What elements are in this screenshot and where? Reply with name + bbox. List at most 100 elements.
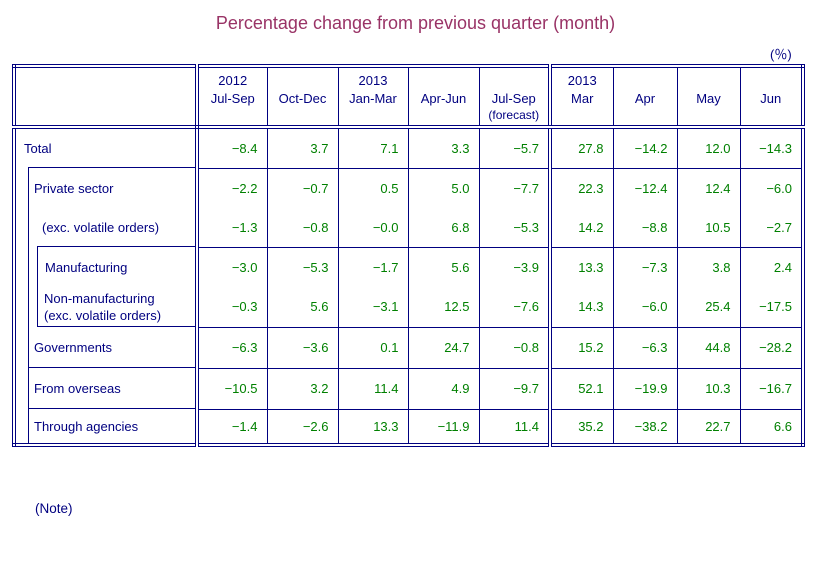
value-cell: 13.3 [548, 247, 613, 287]
header-year [614, 72, 677, 90]
column-header: Apr [612, 66, 677, 129]
value-cell: 3.3 [407, 127, 479, 169]
notes-heading: (Note) [35, 501, 73, 516]
table-row-through-agencies: Through agencies −1.4 −2.6 13.3 −11.9 11… [14, 409, 803, 445]
table-row-governments: Governments −6.3 −3.6 0.1 24.7 −0.8 15.2… [14, 327, 803, 369]
column-header: 2013 Mar [548, 66, 613, 129]
value-cell: −9.7 [478, 368, 550, 410]
value-cell: 22.7 [676, 409, 740, 445]
value-cell: 14.2 [548, 208, 613, 248]
value-cell: 10.3 [676, 368, 740, 410]
value-cell: −16.7 [739, 368, 803, 410]
value-cell: −3.0 [196, 247, 267, 287]
header-sub [614, 108, 677, 123]
value-cell: 13.3 [337, 409, 408, 445]
value-cell: 4.9 [407, 368, 479, 410]
value-cell: 10.5 [676, 208, 740, 248]
value-cell: −2.2 [196, 168, 267, 208]
row-label: Non-manufacturing (exc. volatile orders) [14, 287, 199, 327]
value-cell: −3.1 [337, 287, 408, 328]
value-cell: −0.3 [196, 287, 267, 328]
unit-label: (％) [770, 47, 792, 62]
value-cell: 24.7 [407, 327, 479, 369]
row-label: Through agencies [14, 409, 199, 445]
value-cell: 6.6 [739, 409, 803, 445]
column-header: Jun [739, 66, 803, 129]
value-cell: 5.6 [266, 287, 338, 328]
value-cell: −3.9 [478, 247, 550, 287]
table-row-total: Total −8.4 3.7 7.1 3.3 −5.7 27.8 −14.2 1… [14, 127, 803, 169]
value-cell: −0.0 [337, 208, 408, 248]
value-cell: −1.7 [337, 247, 408, 287]
header-period: Mar [571, 91, 594, 106]
value-cell: −0.8 [478, 327, 550, 369]
value-cell: −6.0 [612, 287, 677, 328]
header-sub [268, 108, 338, 123]
header-period: Apr-Jun [420, 91, 467, 106]
value-cell: −8.8 [612, 208, 677, 248]
value-cell: 3.8 [676, 247, 740, 287]
header-sub [199, 108, 267, 123]
header-period: Jan-Mar [349, 91, 397, 106]
header-period: Jun [760, 91, 782, 106]
table-row-from-overseas: From overseas −10.5 3.2 11.4 4.9 −9.7 52… [14, 368, 803, 410]
header-sub [678, 108, 740, 123]
header-year [741, 72, 802, 90]
value-cell: −14.2 [612, 127, 677, 169]
value-cell: −14.3 [739, 127, 803, 169]
value-cell: −6.3 [196, 327, 267, 369]
value-cell: −28.2 [739, 327, 803, 369]
value-cell: 15.2 [548, 327, 613, 369]
table-row-exc-volatile-orders: (exc. volatile orders) −1.3 −0.8 −0.0 6.… [14, 208, 803, 248]
value-cell: 22.3 [548, 168, 613, 208]
header-year: 2013 [567, 73, 597, 88]
header-year [268, 72, 338, 90]
header-period: May [696, 91, 721, 106]
value-cell: 35.2 [548, 409, 613, 445]
row-label: Manufacturing [14, 247, 199, 287]
table-row-non-manufacturing: Non-manufacturing (exc. volatile orders) … [14, 287, 803, 328]
value-cell: 25.4 [676, 287, 740, 328]
value-cell: 3.2 [266, 368, 338, 410]
value-cell: 0.1 [337, 327, 408, 369]
value-cell: −0.7 [266, 168, 338, 208]
value-cell: 6.8 [407, 208, 479, 248]
value-cell: −19.9 [612, 368, 677, 410]
value-cell: −17.5 [739, 287, 803, 328]
value-cell: 5.0 [407, 168, 479, 208]
value-cell: 11.4 [478, 409, 550, 445]
column-header: 2012 Jul-Sep [196, 66, 267, 129]
value-cell: 14.3 [548, 287, 613, 328]
value-cell: 2.4 [739, 247, 803, 287]
row-label: Governments [14, 327, 199, 368]
row-label: (exc. volatile orders) [14, 208, 199, 247]
value-cell: −8.4 [196, 127, 267, 169]
notes-block: (Note) 1. Seasonally adjusted series.As … [21, 454, 618, 569]
value-cell: −2.6 [266, 409, 338, 445]
value-cell: 3.7 [266, 127, 338, 169]
value-cell: −10.5 [196, 368, 267, 410]
column-header: 2013 Jan-Mar [337, 66, 408, 129]
value-cell: −3.6 [266, 327, 338, 369]
column-header: May [676, 66, 740, 129]
header-year [480, 72, 549, 90]
value-cell: 0.5 [337, 168, 408, 208]
corner-cell [14, 66, 199, 129]
value-cell: −5.3 [478, 208, 550, 248]
header-period: Jul-Sep [210, 91, 255, 106]
header-period: Jul-Sep [491, 91, 536, 106]
data-table: 2012 Jul-Sep Oct-Dec 2013 Jan-Mar Apr-Ju… [12, 64, 805, 447]
value-cell: 12.5 [407, 287, 479, 328]
row-label: Total [14, 127, 199, 168]
header-year [409, 72, 479, 90]
value-cell: −0.8 [266, 208, 338, 248]
value-cell: 12.0 [676, 127, 740, 169]
value-cell: 7.1 [337, 127, 408, 169]
column-header: Jul-Sep (forecast) [478, 66, 550, 129]
header-sub [552, 108, 613, 123]
header-sub [339, 108, 408, 123]
value-cell: −5.3 [266, 247, 338, 287]
header-period: Oct-Dec [278, 91, 327, 106]
value-cell: −5.7 [478, 127, 550, 169]
